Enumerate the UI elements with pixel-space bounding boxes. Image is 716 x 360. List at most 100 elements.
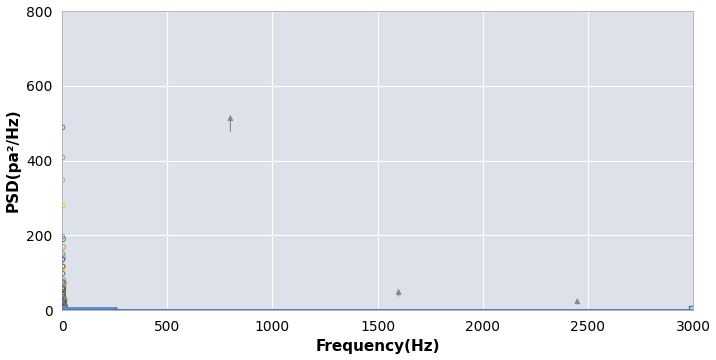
Point — [65, 307, 77, 313]
Point — [102, 307, 113, 313]
Point — [84, 307, 95, 313]
Point — [90, 307, 101, 313]
Point — [66, 307, 77, 313]
Point — [99, 307, 110, 313]
Point — [81, 307, 92, 313]
Point — [63, 307, 74, 313]
Point — [63, 307, 74, 313]
Point — [87, 307, 98, 313]
Point — [82, 307, 94, 313]
Point — [102, 307, 114, 313]
Point — [89, 307, 100, 313]
Point — [91, 307, 102, 313]
Point — [64, 307, 75, 313]
Point — [79, 307, 90, 313]
Point — [78, 307, 90, 313]
Point — [89, 307, 100, 313]
Point — [64, 307, 75, 313]
Point — [105, 307, 117, 313]
Point — [100, 307, 111, 313]
Point — [91, 307, 102, 313]
Point — [100, 307, 112, 313]
Point — [76, 307, 87, 313]
Point — [65, 307, 77, 313]
Point — [66, 307, 77, 313]
Point — [84, 307, 96, 313]
Point — [98, 307, 110, 313]
Point — [107, 307, 119, 313]
Point — [88, 307, 100, 313]
Point — [69, 307, 81, 313]
Point — [103, 307, 115, 313]
Point — [105, 307, 117, 313]
Point — [57, 177, 68, 183]
Point — [81, 307, 92, 313]
Point — [73, 307, 84, 313]
Point — [102, 307, 113, 313]
Point — [57, 256, 68, 262]
Point — [100, 307, 111, 313]
Point — [81, 307, 92, 313]
Point — [102, 307, 113, 313]
Point — [62, 307, 74, 313]
Point — [68, 307, 79, 313]
Point — [90, 307, 101, 313]
Point — [90, 307, 102, 313]
Point — [95, 307, 107, 313]
Point — [65, 307, 77, 313]
Point — [90, 307, 101, 313]
Point — [73, 307, 84, 313]
Point — [79, 307, 91, 313]
Point — [102, 307, 113, 313]
Point — [60, 307, 72, 312]
Point — [100, 307, 112, 313]
Point — [78, 307, 90, 313]
Point — [79, 307, 91, 313]
Point — [63, 307, 74, 313]
Point — [78, 307, 90, 313]
Point — [106, 307, 117, 313]
Point — [106, 307, 117, 313]
Point — [67, 307, 78, 313]
Point — [97, 307, 108, 313]
Point — [91, 307, 102, 313]
Point — [71, 307, 82, 313]
Point — [92, 307, 103, 313]
Point — [95, 307, 107, 313]
Point — [93, 307, 105, 313]
Point — [63, 307, 74, 313]
Point — [74, 307, 86, 313]
Point — [105, 307, 117, 313]
Point — [72, 307, 83, 313]
Point — [102, 307, 114, 313]
Point — [107, 307, 119, 313]
Point — [61, 307, 72, 313]
Point — [69, 307, 81, 313]
Point — [71, 307, 82, 313]
Point — [106, 307, 117, 313]
Point — [102, 307, 114, 313]
Point — [105, 307, 116, 313]
Point — [96, 307, 107, 313]
Point — [66, 307, 77, 313]
Point — [58, 302, 69, 308]
Point — [57, 286, 68, 292]
Point — [99, 307, 110, 313]
Point — [98, 307, 110, 313]
Point — [99, 307, 110, 313]
Point — [74, 307, 86, 313]
Point — [59, 306, 70, 311]
Point — [58, 295, 69, 301]
Point — [57, 203, 68, 208]
Point — [99, 307, 110, 313]
Point — [80, 307, 92, 313]
Point — [98, 307, 110, 313]
Point — [87, 307, 99, 313]
Point — [90, 307, 101, 313]
Point — [58, 305, 69, 310]
Point — [79, 307, 90, 313]
Point — [74, 307, 85, 313]
Point — [77, 307, 88, 313]
Point — [76, 307, 87, 313]
Point — [107, 307, 119, 313]
